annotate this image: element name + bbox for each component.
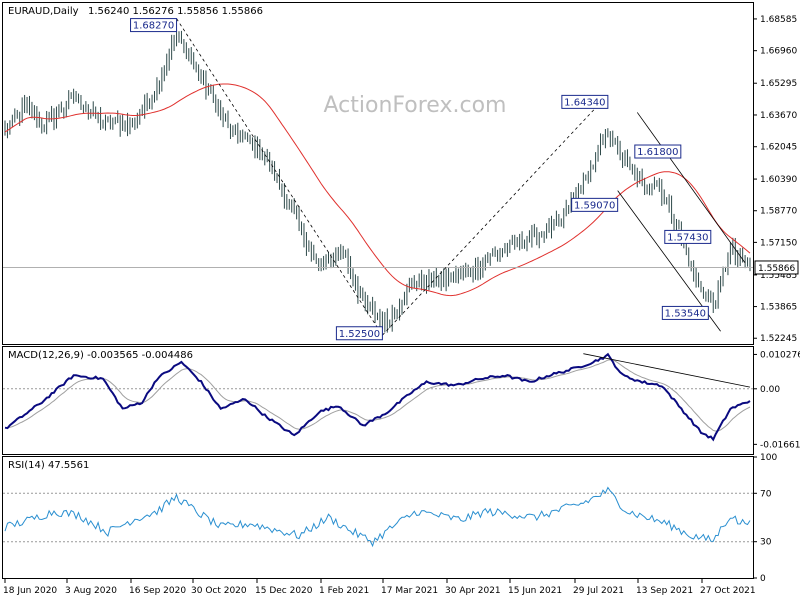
x-tick-label: 27 Oct 2021	[700, 586, 756, 596]
rsi-pane	[2, 456, 754, 579]
macd-trendline	[583, 353, 751, 388]
x-tick-label: 17 Mar 2021	[381, 586, 438, 596]
price-annotation: 1.68270	[130, 18, 178, 33]
macd-y-tick-label: -0.016617	[760, 440, 800, 450]
x-tick-label: 1 Feb 2021	[319, 586, 369, 596]
price-annotation: 1.61800	[634, 144, 682, 159]
annotation-label: 1.57430	[667, 232, 708, 243]
price-y-tick-label: 1.68585	[760, 15, 797, 25]
x-tick-label: 30 Apr 2021	[445, 586, 501, 596]
price-annotation: 1.52500	[335, 326, 383, 341]
price-y-tick-label: 1.57150	[760, 238, 797, 248]
price-y-tick-label: 1.65295	[760, 79, 797, 89]
macd-pane	[2, 346, 754, 455]
x-tick-label: 15 Jun 2021	[508, 586, 562, 596]
trendline	[176, 18, 383, 336]
rsi-header: RSI(14) 47.5561	[8, 460, 89, 471]
annotation-label: 1.52500	[339, 329, 380, 340]
x-tick-label: 13 Sep 2021	[636, 586, 693, 596]
price-y-tick-label: 1.60390	[760, 175, 797, 185]
x-tick-label: 3 Aug 2020	[65, 586, 117, 596]
rsi-y-tick-label: 30	[760, 538, 772, 548]
price-y-tick-label: 1.62045	[760, 143, 797, 153]
x-tick-label: 30 Oct 2020	[191, 586, 247, 596]
annotation-label: 1.68270	[133, 21, 174, 32]
annotation-box	[335, 326, 383, 341]
macd-line	[4, 352, 751, 442]
macd-y-tick-label: 0.010276	[760, 350, 800, 360]
last-price-label: 1.55866	[758, 264, 795, 274]
x-tick-label: 18 Jun 2020	[3, 586, 57, 596]
price-annotation: 1.53540	[661, 305, 709, 320]
trendline	[636, 112, 746, 264]
annotation-label: 1.59070	[574, 200, 615, 211]
macd-y-tick-label: 0.00	[760, 385, 780, 395]
trendline	[382, 94, 609, 336]
rsi-y-tick-label: 70	[760, 489, 772, 499]
x-tick-label: 15 Dec 2020	[255, 586, 313, 596]
moving-average-line	[4, 83, 751, 297]
annotation-label: 1.61800	[637, 147, 678, 158]
price-y-tick-label: 1.52245	[760, 334, 797, 344]
annotation-box	[561, 94, 609, 109]
price-y-tick-label: 1.63670	[760, 111, 797, 121]
annotation-label: 1.53540	[665, 308, 706, 319]
x-tick-label: 29 Jul 2021	[573, 586, 624, 596]
last-price-tag: 1.55866	[754, 260, 799, 275]
price-y-tick-label: 1.66960	[760, 47, 797, 57]
last-price-box	[754, 260, 799, 275]
macd-header: MACD(12,26,9) -0.003565 -0.004486	[8, 350, 193, 361]
macd-signal-line	[4, 359, 751, 432]
x-tick-label: 16 Sep 2020	[129, 586, 186, 596]
price-y-tick-label: 1.53865	[760, 303, 797, 313]
price-y-tick-label: 1.58770	[760, 207, 797, 217]
watermark: ActionForex.com	[324, 93, 507, 118]
price-annotation: 1.64340	[561, 94, 609, 109]
price-pane	[2, 2, 754, 345]
annotation-box	[661, 305, 709, 320]
annotation-box	[130, 18, 178, 33]
annotation-label: 1.64340	[564, 97, 605, 108]
annotation-box	[634, 144, 682, 159]
rsi-y-tick-label: 100	[760, 453, 777, 463]
price-y-tick-label: 1.55485	[760, 271, 797, 281]
rsi-y-tick-label: 0	[760, 574, 766, 584]
annotation-box	[664, 229, 712, 244]
price-header-symbol: EURAUD,Daily	[8, 6, 79, 17]
price-annotation: 1.59070	[571, 197, 619, 212]
annotation-box	[571, 197, 619, 212]
price-annotation: 1.57430	[664, 229, 712, 244]
rsi-line	[4, 486, 751, 548]
price-header-ohlc: 1.56240 1.56276 1.55856 1.55866	[88, 6, 263, 17]
